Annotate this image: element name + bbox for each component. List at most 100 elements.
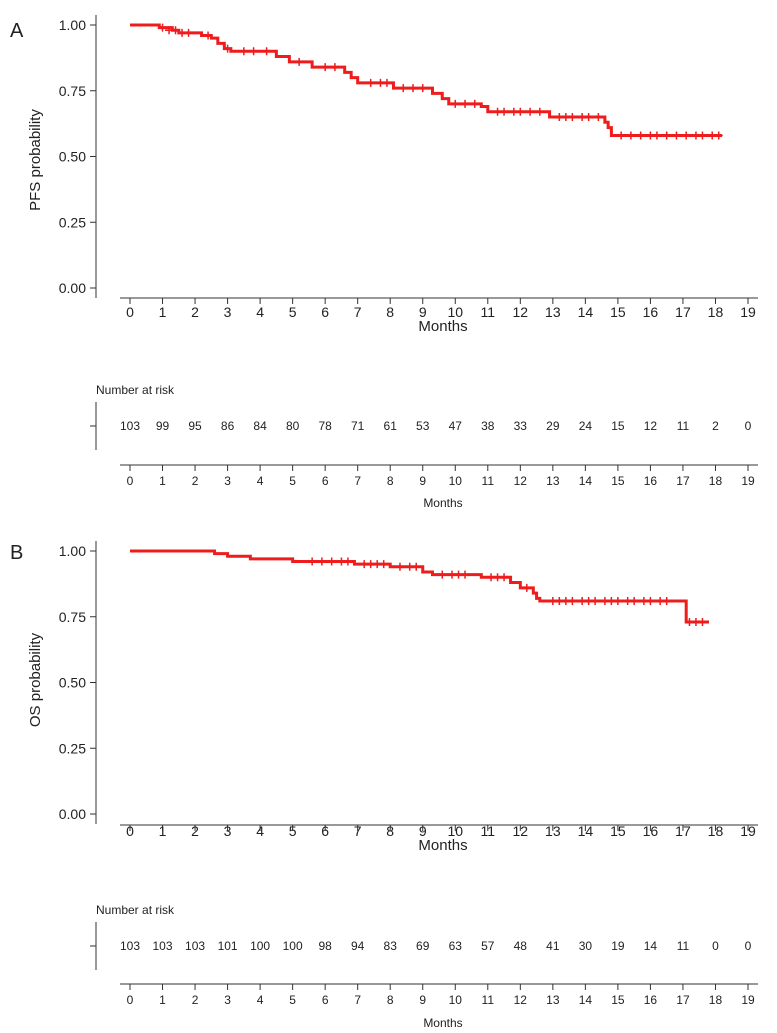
x-tick-label: 8: [386, 823, 394, 839]
censor-mark: [591, 596, 600, 605]
censor-mark: [522, 583, 531, 592]
x-tick-label: 0: [126, 304, 134, 320]
risk-table-x-tick-label: 5: [289, 993, 296, 1007]
risk-count: 33: [514, 419, 528, 433]
risk-table-x-tick-label: 11: [482, 474, 495, 488]
x-tick-label: 15: [610, 823, 626, 839]
risk-count: 2: [712, 419, 719, 433]
risk-table-x-tick-label: 18: [709, 993, 723, 1007]
risk-count: 83: [384, 939, 398, 953]
censor-mark: [630, 596, 639, 605]
risk-count: 0: [745, 419, 752, 433]
x-tick-label: 5: [289, 304, 297, 320]
censor-mark: [184, 28, 193, 37]
risk-count: 80: [286, 419, 300, 433]
risk-table-x-tick-label: 8: [387, 993, 394, 1007]
risk-table-x-tick-label: 4: [257, 993, 264, 1007]
risk-count: 103: [185, 939, 205, 953]
risk-table-title: Number at risk: [96, 903, 175, 917]
risk-table-x-tick-label: 19: [741, 993, 755, 1007]
risk-count: 63: [449, 939, 463, 953]
censor-mark: [646, 596, 655, 605]
risk-count: 30: [579, 939, 593, 953]
x-tick-label: 16: [643, 823, 659, 839]
x-tick-label: 11: [481, 304, 496, 320]
risk-table-x-tick-label: 13: [546, 474, 560, 488]
x-tick-label: 19: [740, 823, 756, 839]
censor-mark: [171, 26, 180, 35]
censor-mark: [382, 78, 391, 87]
risk-table-x-tick-label: 2: [192, 474, 199, 488]
panel-label: A: [10, 20, 24, 42]
risk-count: 99: [156, 419, 170, 433]
risk-table-x-tick-label: 16: [644, 993, 658, 1007]
risk-table-x-tick-label: 4: [257, 474, 264, 488]
x-tick-label: 0: [126, 823, 134, 839]
x-tick-label: 3: [224, 304, 232, 320]
risk-count: 48: [514, 939, 528, 953]
censor-mark: [308, 557, 317, 566]
risk-table-x-tick-label: 1: [159, 474, 166, 488]
censor-mark: [295, 57, 304, 66]
risk-table-x-tick-label: 16: [644, 474, 658, 488]
censor-mark: [330, 63, 339, 72]
censor-mark: [535, 107, 544, 116]
censor-mark: [438, 570, 447, 579]
risk-count: 100: [250, 939, 270, 953]
risk-table-x-tick-label: 12: [514, 993, 528, 1007]
censor-mark: [158, 23, 167, 32]
censor-mark: [366, 78, 375, 87]
risk-table-x-tick-label: 14: [579, 474, 593, 488]
y-tick-label: 0.75: [59, 609, 86, 625]
x-axis-title: Months: [418, 837, 467, 854]
risk-table-x-tick-label: 11: [482, 993, 495, 1007]
x-tick-label: 18: [708, 823, 724, 839]
risk-count: 95: [188, 419, 202, 433]
x-tick-label: 9: [419, 304, 427, 320]
risk-count: 29: [546, 419, 560, 433]
x-tick-label: 14: [578, 823, 594, 839]
risk-table-x-tick-label: 2: [192, 993, 199, 1007]
risk-table-x-tick-label: 7: [354, 993, 361, 1007]
risk-count: 24: [579, 419, 593, 433]
risk-table-x-tick-label: 13: [546, 993, 560, 1007]
censor-mark: [500, 107, 509, 116]
x-axis-title: Months: [418, 318, 467, 335]
risk-count: 57: [481, 939, 495, 953]
censor-mark: [568, 596, 577, 605]
y-axis-title: PFS probability: [27, 109, 44, 211]
risk-table-x-axis-title: Months: [423, 1016, 462, 1030]
risk-table-x-tick-label: 1: [159, 993, 166, 1007]
censor-mark: [698, 131, 707, 140]
x-tick-label: 16: [643, 304, 659, 320]
risk-count: 94: [351, 939, 365, 953]
censor-mark: [461, 99, 470, 108]
survival-curve: [130, 549, 709, 624]
censor-mark: [470, 99, 479, 108]
censor-mark: [321, 63, 330, 72]
risk-count: 11: [677, 939, 690, 953]
y-tick-label: 0.00: [59, 806, 86, 822]
censor-mark: [672, 131, 681, 140]
censor-mark: [412, 562, 421, 571]
x-tick-label: 19: [740, 304, 756, 320]
x-tick-label: 2: [191, 304, 199, 320]
censor-mark: [399, 84, 408, 93]
survival-curve: [130, 23, 722, 137]
chart-marks: 0.000.250.500.751.000 1 2 3 4 5 6 7 8 9 10 11 12 13 14…: [59, 15, 758, 320]
risk-table-x-tick-label: 8: [387, 474, 394, 488]
censor-mark: [500, 573, 509, 582]
x-tick-label: 4: [256, 304, 264, 320]
risk-table-x-tick-label: 10: [449, 474, 463, 488]
x-tick-label: 13: [545, 823, 561, 839]
y-tick-label: 0.50: [59, 149, 86, 165]
risk-count: 101: [218, 939, 238, 953]
risk-count: 98: [318, 939, 332, 953]
censor-mark: [317, 557, 326, 566]
censor-mark: [204, 31, 213, 40]
risk-count: 103: [153, 939, 173, 953]
censor-mark: [568, 113, 577, 122]
panel-label: B: [10, 542, 23, 564]
censor-mark: [682, 131, 691, 140]
x-tick-label: 10: [447, 823, 463, 839]
